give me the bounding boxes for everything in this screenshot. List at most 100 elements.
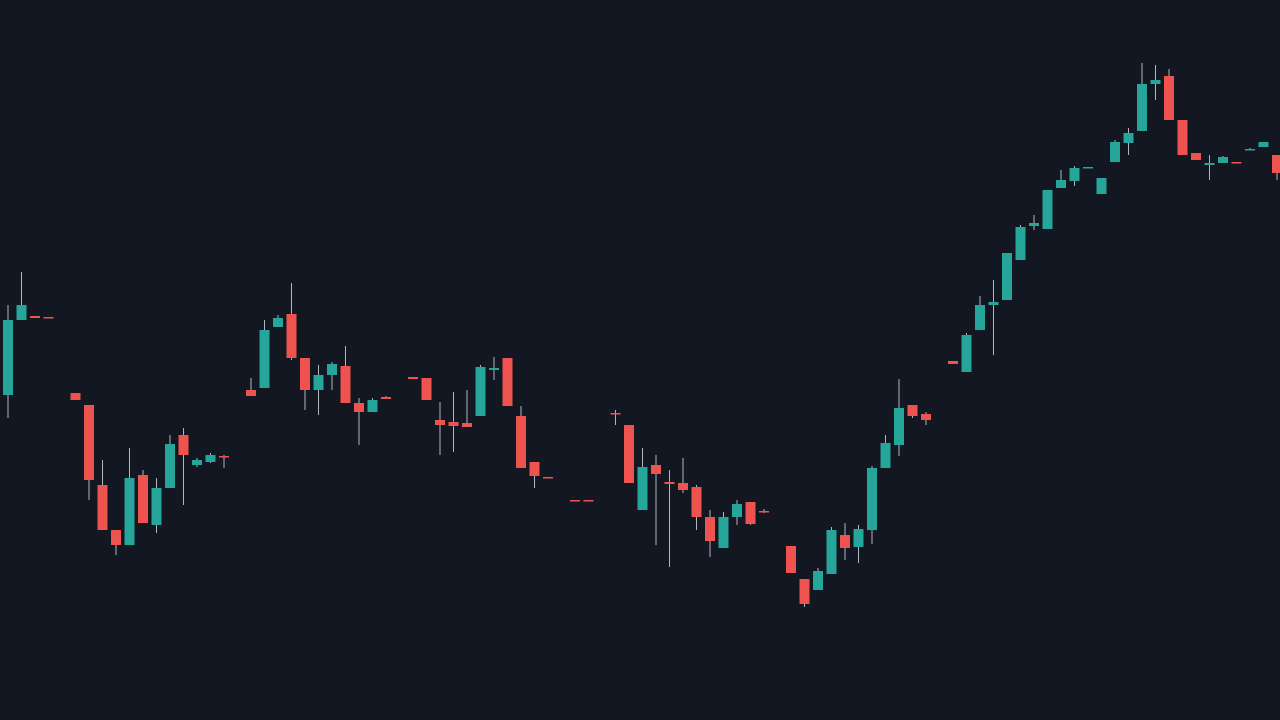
candle: [1029, 215, 1039, 230]
candle: [219, 455, 229, 468]
candle-body-down: [178, 435, 189, 455]
candle: [529, 462, 540, 488]
candle-body-up: [273, 318, 283, 327]
candle: [1083, 167, 1093, 169]
candle-body-down: [1191, 153, 1201, 160]
candle: [759, 509, 769, 513]
candle-body-down: [219, 456, 229, 458]
candle-body-down: [759, 511, 769, 513]
candle-body-down: [529, 462, 540, 476]
candle: [435, 402, 445, 455]
candle-body-down: [1272, 155, 1280, 173]
candle-body-up: [367, 400, 378, 412]
candle-body-up: [3, 320, 13, 395]
candle: [799, 579, 810, 607]
candle: [408, 377, 418, 379]
candle-body-down: [1164, 76, 1174, 120]
candle-body-down: [435, 420, 445, 425]
candle: [651, 455, 661, 545]
candle-body-up: [1083, 167, 1093, 169]
candle-body-up: [327, 364, 337, 375]
candle: [1015, 225, 1026, 260]
candle-body-down: [246, 390, 256, 396]
candle-body-down: [408, 377, 418, 379]
candle: [678, 458, 688, 493]
candle: [327, 362, 337, 390]
candle-body-down: [624, 425, 634, 483]
candle-body-down: [516, 416, 526, 468]
candle-body-down: [43, 317, 54, 319]
candle-body-up: [1123, 133, 1134, 143]
candle-body-up: [1096, 178, 1107, 194]
candle: [259, 320, 270, 388]
candle-body-down: [948, 361, 958, 364]
candle: [840, 523, 850, 560]
candle-body-down: [111, 530, 121, 545]
candle: [111, 530, 121, 555]
candle: [826, 527, 837, 574]
candle: [367, 398, 378, 412]
candle-body-down: [907, 405, 918, 416]
candle-body-down: [300, 358, 310, 390]
candle: [1137, 63, 1147, 131]
candle: [637, 448, 648, 510]
candle-body-down: [97, 485, 108, 530]
candle-body-up: [1029, 223, 1039, 226]
candle-body-down: [786, 546, 796, 573]
candle: [1110, 140, 1120, 162]
candle: [718, 512, 729, 548]
candle: [1164, 69, 1174, 120]
candle: [1272, 155, 1280, 180]
candle: [1245, 148, 1255, 151]
candle-body-up: [961, 335, 972, 372]
candle-body-down: [340, 366, 351, 403]
candle-body-down: [799, 579, 810, 604]
candle-body-up: [975, 305, 985, 330]
candle-body-up: [1069, 168, 1080, 181]
candle: [624, 425, 634, 483]
candle: [948, 361, 958, 364]
candle-body-down: [678, 483, 688, 490]
candle: [583, 500, 594, 502]
candle-body-up: [1015, 227, 1026, 260]
candle-body-up: [813, 571, 823, 590]
candle: [489, 357, 499, 380]
candle: [246, 378, 256, 396]
candle: [1123, 128, 1134, 155]
candle: [84, 405, 94, 500]
candle: [97, 460, 108, 530]
candle: [786, 546, 796, 573]
candle-body-up: [475, 367, 486, 416]
candle: [30, 316, 40, 318]
candle-body-up: [1002, 253, 1012, 300]
candle-body-up: [1258, 142, 1269, 147]
candle-body-down: [84, 405, 94, 480]
candle: [354, 398, 364, 445]
candle-body-down: [448, 422, 459, 426]
candle-body-down: [138, 475, 148, 523]
candle-body-up: [1218, 157, 1228, 163]
candle: [124, 448, 135, 545]
candle: [273, 315, 283, 327]
candle: [516, 406, 526, 468]
candle-body-down: [502, 358, 513, 406]
candle: [867, 466, 877, 544]
candle: [340, 346, 351, 403]
candle: [421, 378, 432, 400]
candle: [462, 390, 472, 427]
candle-body-up: [205, 455, 216, 462]
candle-body-up: [151, 488, 162, 525]
candle: [1002, 253, 1012, 300]
candle: [880, 435, 891, 468]
candle-body-down: [651, 465, 661, 474]
candle: [961, 333, 972, 372]
candle-body-down: [840, 535, 850, 548]
candle: [381, 396, 391, 399]
candle: [138, 470, 148, 523]
candle: [907, 405, 918, 418]
candle: [205, 453, 216, 463]
candle: [894, 379, 904, 456]
candle-body-up: [988, 302, 999, 305]
